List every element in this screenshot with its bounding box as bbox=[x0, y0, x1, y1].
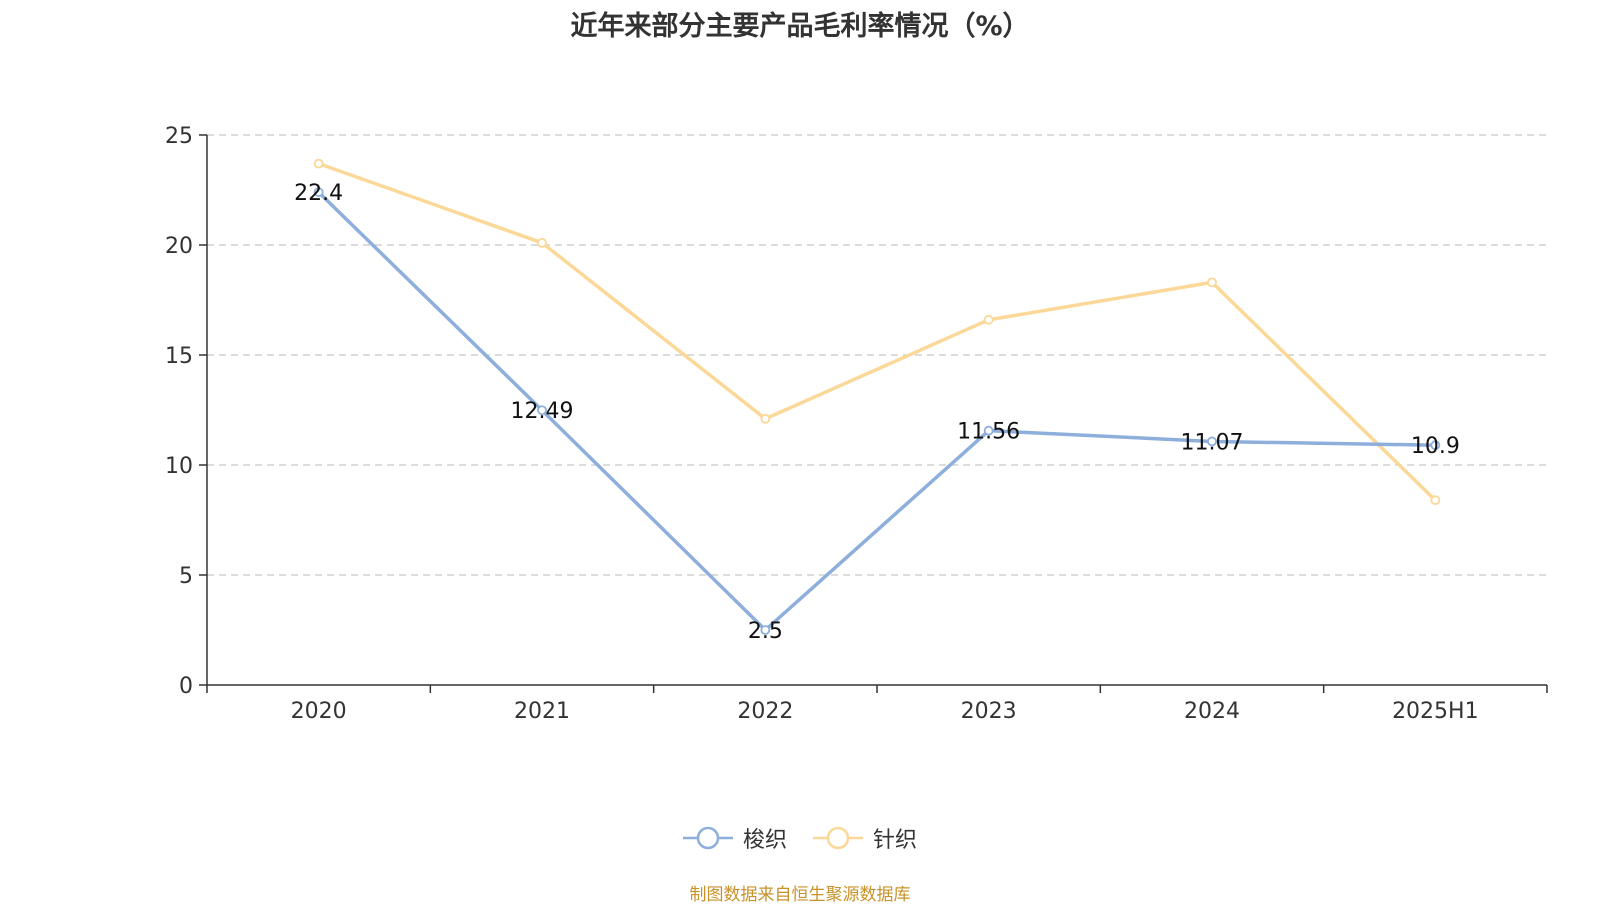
legend-line-circle-icon bbox=[813, 826, 863, 850]
data-point[interactable] bbox=[537, 237, 547, 248]
data-label: 22.4 bbox=[294, 181, 343, 206]
data-point[interactable] bbox=[983, 425, 994, 436]
source-note: 制图数据来自恒生聚源数据库 bbox=[689, 885, 911, 905]
data-point[interactable] bbox=[313, 158, 324, 169]
data-point[interactable] bbox=[1430, 440, 1441, 451]
chart-title: 近年来部分主要产品毛利率情况（%） bbox=[570, 11, 1030, 42]
x-tick-label: 2023 bbox=[961, 699, 1017, 724]
data-point[interactable] bbox=[313, 187, 324, 198]
data-point[interactable] bbox=[1207, 277, 1217, 288]
y-tick-label: 25 bbox=[165, 124, 193, 149]
y-tick-label: 15 bbox=[165, 344, 193, 369]
data-label: 2.5 bbox=[748, 619, 783, 644]
data-label: 11.56 bbox=[957, 420, 1020, 445]
data-point[interactable] bbox=[1430, 495, 1441, 506]
data-label: 12.49 bbox=[511, 399, 574, 424]
data-labels: 22.4 12.49 2.5 11.56 11.07 10.9 bbox=[294, 181, 1460, 644]
data-label: 11.07 bbox=[1181, 430, 1244, 455]
y-tick-label: 20 bbox=[165, 234, 193, 259]
data-point[interactable] bbox=[1207, 436, 1217, 447]
x-tick-label: 2024 bbox=[1184, 699, 1240, 724]
y-tick-label: 5 bbox=[179, 564, 193, 589]
y-tick-label: 0 bbox=[179, 674, 193, 699]
legend-line-circle-icon bbox=[682, 826, 733, 850]
grid-lines bbox=[207, 134, 1547, 576]
series-line-1 bbox=[317, 190, 1436, 632]
axes: 0 5 10 15 20 25 2020 2021 2022 2023 2024 2025H1 bbox=[165, 124, 1548, 724]
x-tick-label: 2022 bbox=[737, 699, 793, 724]
data-point[interactable] bbox=[537, 405, 547, 416]
x-tick-label: 2021 bbox=[514, 699, 570, 724]
legend-item-series-2[interactable]: 针织 bbox=[813, 822, 917, 854]
legend-label-series-2: 针织 bbox=[873, 828, 918, 853]
y-tick-label: 10 bbox=[165, 454, 193, 479]
x-tick-label: 2025H1 bbox=[1392, 699, 1479, 724]
legend: 梭织 针织 bbox=[0, 822, 1600, 854]
data-point[interactable] bbox=[760, 413, 771, 424]
series-line-2 bbox=[318, 161, 1437, 502]
series-lines bbox=[313, 158, 1441, 635]
x-tick-label: 2020 bbox=[291, 699, 347, 724]
legend-item-series-1[interactable]: 梭织 bbox=[682, 822, 787, 854]
legend-label-series-1: 梭织 bbox=[742, 828, 787, 853]
data-point[interactable] bbox=[983, 314, 994, 325]
data-label: 10.9 bbox=[1411, 434, 1460, 459]
data-point[interactable] bbox=[760, 625, 771, 635]
